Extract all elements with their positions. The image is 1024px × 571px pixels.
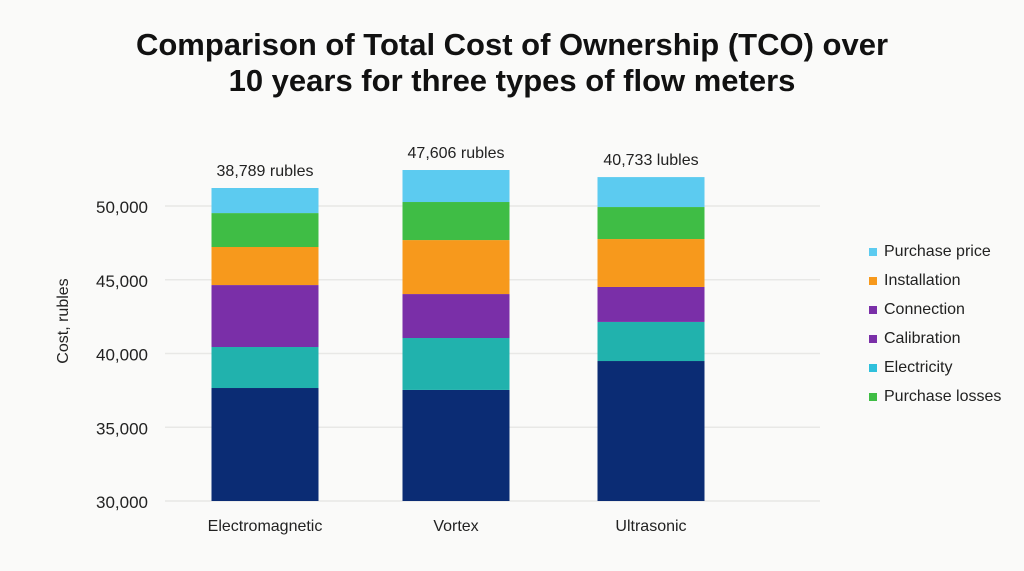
bar-segment-purchase-price [211,188,319,214]
legend-item: Installation [869,266,1001,295]
y-tick-label: 40,000 [96,346,148,365]
bar-segment-electricity [211,347,319,389]
bar-segment-electricity [402,338,510,390]
legend-item: Purchase losses [869,382,1001,411]
bar-total-label: 40,733 lubles [603,152,698,169]
chart-title-line-2: 10 years for three types of flow meters [228,63,796,98]
x-tick-label: Electromagnetic [208,518,323,535]
legend-swatch [869,334,877,343]
legend-item: Calibration [869,324,1001,353]
bar-segment-purchase-losses [402,202,510,241]
legend-label: Calibration [884,329,961,347]
legend-swatch [869,276,877,285]
bar-total-label: 47,606 rubles [408,145,505,162]
legend-swatch [869,247,877,256]
chart-title-line-1: Comparison of Total Cost of Ownership (T… [135,27,889,62]
legend: Purchase price Installation Connection Cali… [869,237,1001,411]
bar-segment-purchase-price [402,170,510,203]
legend-label: Installation [884,271,961,289]
y-tick-label: 50,000 [96,198,148,217]
bar-segment-calibration [402,294,510,339]
bar-segment-electricity [597,321,705,362]
y-tick-label: 45,000 [96,272,148,291]
bar-segment-base [211,388,319,501]
bar-total-label: 38,789 rubles [217,163,314,180]
legend-item: Purchase price [869,237,1001,266]
legend-item: Electricity [869,353,1001,382]
bar-segment-calibration [597,286,705,322]
legend-swatch [869,363,877,372]
legend-label: Purchase price [884,242,991,260]
bar-segment-installation [402,240,510,295]
legend-label: Purchase losses [884,387,1002,405]
legend-swatch [869,305,877,314]
bar-segment-installation [211,247,319,286]
bar-segment-purchase-losses [211,213,319,248]
bar-segment-installation [597,239,705,287]
x-tick-label: Vortex [433,518,478,535]
y-tick-label: 35,000 [96,419,148,438]
legend-item: Connection [869,295,1001,324]
bar-segment-base [597,361,705,501]
bar-segment-purchase-losses [597,207,705,240]
legend-label: Electricity [884,358,953,376]
bar-segment-purchase-price [597,177,705,208]
y-tick-label: 30,000 [96,493,148,512]
legend-label: Connection [884,300,965,318]
bar-segment-calibration [211,285,319,348]
x-tick-label: Ultrasonic [615,518,686,535]
legend-swatch [869,392,877,401]
bar-segment-base [402,389,510,501]
y-axis-label: Cost, rubles [55,278,72,363]
